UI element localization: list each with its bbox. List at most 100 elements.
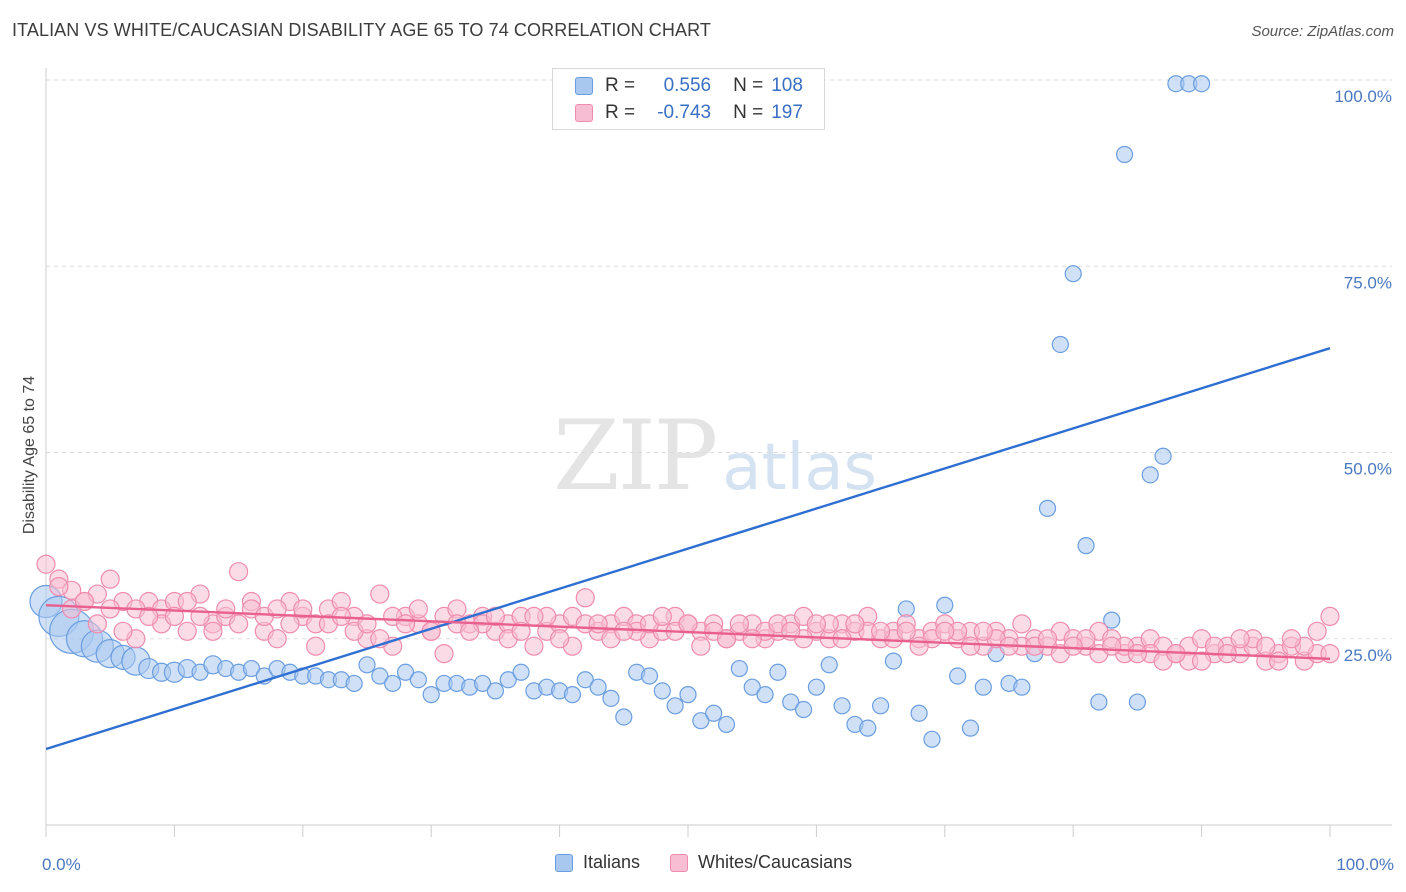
italians-point xyxy=(396,663,415,681)
whites-point xyxy=(1320,644,1340,664)
whites-point xyxy=(485,606,505,627)
whites-point xyxy=(1127,644,1148,664)
source-label: Source: ZipAtlas.com xyxy=(1251,23,1394,40)
italians-point xyxy=(705,704,723,722)
y-tick-label: 25.0% xyxy=(1344,646,1392,665)
whites-point xyxy=(434,644,454,664)
whites-point xyxy=(870,621,891,641)
italians-point xyxy=(692,712,710,730)
italians-point xyxy=(961,719,980,737)
italians-trend-line xyxy=(45,347,1331,751)
italians-point xyxy=(717,715,736,734)
italians-point xyxy=(820,656,838,674)
whites-point xyxy=(229,614,249,634)
italians-legend-swatch xyxy=(555,853,573,872)
whites-point xyxy=(973,621,993,641)
italians-point xyxy=(602,689,620,707)
italians-point xyxy=(769,663,787,681)
correlation-legend: R = 0.556 N = 108 R = -0.743 N = 197 xyxy=(552,68,825,130)
whites-point xyxy=(588,614,608,634)
italians-point xyxy=(563,686,582,704)
whites-r-value: -0.743 xyxy=(657,102,712,123)
italians-point xyxy=(679,686,697,704)
whites-point xyxy=(678,614,698,634)
italians-point xyxy=(1038,499,1057,517)
whites-point xyxy=(729,614,749,634)
watermark-atlas: atlas xyxy=(722,431,877,505)
italians-point xyxy=(358,656,376,674)
whites-point xyxy=(370,584,390,604)
chart-title: ITALIAN VS WHITE/CAUCASIAN DISABILITY AG… xyxy=(12,20,711,40)
whites-legend-label: Whites/Caucasians xyxy=(698,852,853,872)
whites-point xyxy=(1269,651,1289,671)
trend-lines xyxy=(45,347,1331,751)
italians-point xyxy=(1090,693,1108,711)
whites-point xyxy=(1012,614,1032,634)
italians-point xyxy=(884,652,903,670)
italians-point xyxy=(730,659,748,678)
whites-point xyxy=(691,636,711,656)
italians-point xyxy=(589,678,607,696)
series-legend: Italians Whites/Caucasians xyxy=(555,852,882,873)
whites-point xyxy=(293,599,313,619)
whites-point xyxy=(190,606,210,627)
italians-swatch xyxy=(575,77,593,95)
x-tick-label: 0.0% xyxy=(42,855,81,874)
italians-r-value: 0.556 xyxy=(663,75,712,96)
whites-point xyxy=(614,621,634,641)
whites-point xyxy=(203,621,223,641)
italians-point xyxy=(666,697,684,715)
grid-lines xyxy=(46,79,1392,640)
legend-r-label: R = xyxy=(605,102,636,123)
italians-point xyxy=(242,659,261,678)
whites-point xyxy=(1191,651,1212,671)
whites-point xyxy=(216,599,236,619)
italians-point xyxy=(576,671,594,689)
whites-legend-swatch xyxy=(670,853,689,872)
legend-n-label: N = xyxy=(733,102,764,123)
whites-point xyxy=(896,621,916,641)
italians-point xyxy=(653,682,671,700)
axes xyxy=(45,68,1392,837)
whites-point xyxy=(229,562,249,582)
whites-point xyxy=(280,614,300,634)
watermark-zip: ZIP xyxy=(553,400,718,512)
y-tick-label: 100.0% xyxy=(1334,87,1392,106)
italians-point xyxy=(756,686,774,704)
legend-item-whites: Whites/Caucasians xyxy=(670,852,852,873)
italians-point xyxy=(384,674,402,693)
whites-point xyxy=(49,576,69,597)
whites-point xyxy=(36,554,56,574)
italians-point xyxy=(615,708,633,726)
whites-point xyxy=(935,621,955,641)
italians-point xyxy=(1077,537,1095,555)
tick-labels: 25.0% 50.0% 75.0% 100.0% 0.0% 100.0% xyxy=(42,87,1394,874)
italians-point xyxy=(1115,145,1134,164)
y-tick-label: 50.0% xyxy=(1344,460,1392,479)
italians-point xyxy=(782,693,800,711)
italians-point xyxy=(807,678,826,696)
italians-point xyxy=(794,700,813,719)
italians-point xyxy=(1141,466,1159,484)
italians-point xyxy=(1051,335,1069,354)
whites-point xyxy=(460,621,480,641)
italians-n-value: 108 xyxy=(771,75,803,96)
whites-point xyxy=(1037,629,1058,649)
whites-point xyxy=(652,606,672,627)
whites-point xyxy=(87,614,107,634)
italians-point xyxy=(1103,611,1121,629)
whites-point xyxy=(267,599,287,619)
italians-point xyxy=(486,682,504,700)
legend-n-label: N = xyxy=(733,75,764,96)
whites-point xyxy=(177,621,197,641)
whites-point xyxy=(1307,621,1327,641)
italians-point xyxy=(1064,265,1082,283)
legend-row-italians: R = 0.556 N = 108 xyxy=(575,73,803,99)
whites-point xyxy=(408,599,428,619)
whites-point xyxy=(960,636,981,656)
whites-point xyxy=(524,606,544,627)
whites-trend-line xyxy=(45,604,1331,661)
italians-point xyxy=(512,663,530,681)
italians-point xyxy=(1128,693,1147,711)
italians-point xyxy=(499,671,517,689)
